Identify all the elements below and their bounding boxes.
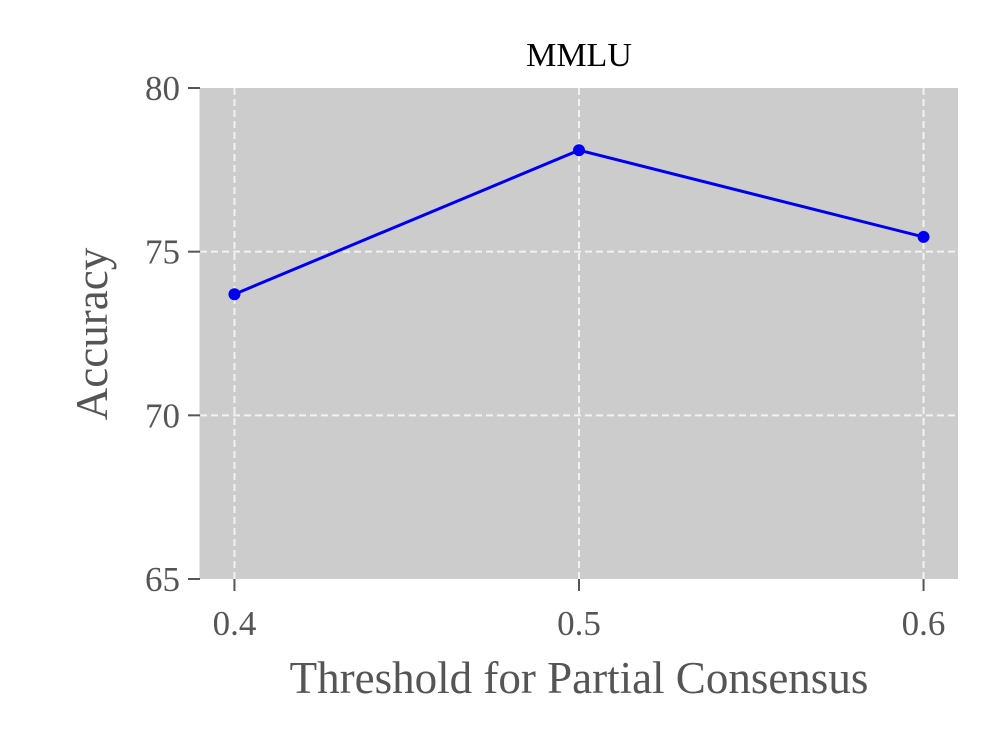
y-axis-label: Accuracy bbox=[67, 247, 117, 420]
chart-title: MMLU bbox=[526, 37, 632, 74]
grid bbox=[200, 88, 958, 579]
y-tick-label: 70 bbox=[145, 396, 180, 435]
y-ticks: 65 70 75 80 bbox=[145, 69, 200, 599]
data-point bbox=[228, 288, 241, 301]
y-tick-label: 80 bbox=[145, 69, 180, 108]
x-tick-label: 0.4 bbox=[213, 604, 257, 643]
x-ticks: 0.4 0.5 0.6 bbox=[213, 579, 946, 643]
x-axis-label: Threshold for Partial Consensus bbox=[290, 653, 869, 703]
x-tick-label: 0.6 bbox=[902, 604, 946, 643]
y-tick-label: 75 bbox=[145, 233, 180, 272]
data-point bbox=[573, 144, 585, 157]
x-tick-label: 0.5 bbox=[557, 604, 601, 643]
y-tick-label: 65 bbox=[145, 560, 180, 599]
series bbox=[228, 144, 930, 301]
data-point bbox=[917, 230, 930, 243]
